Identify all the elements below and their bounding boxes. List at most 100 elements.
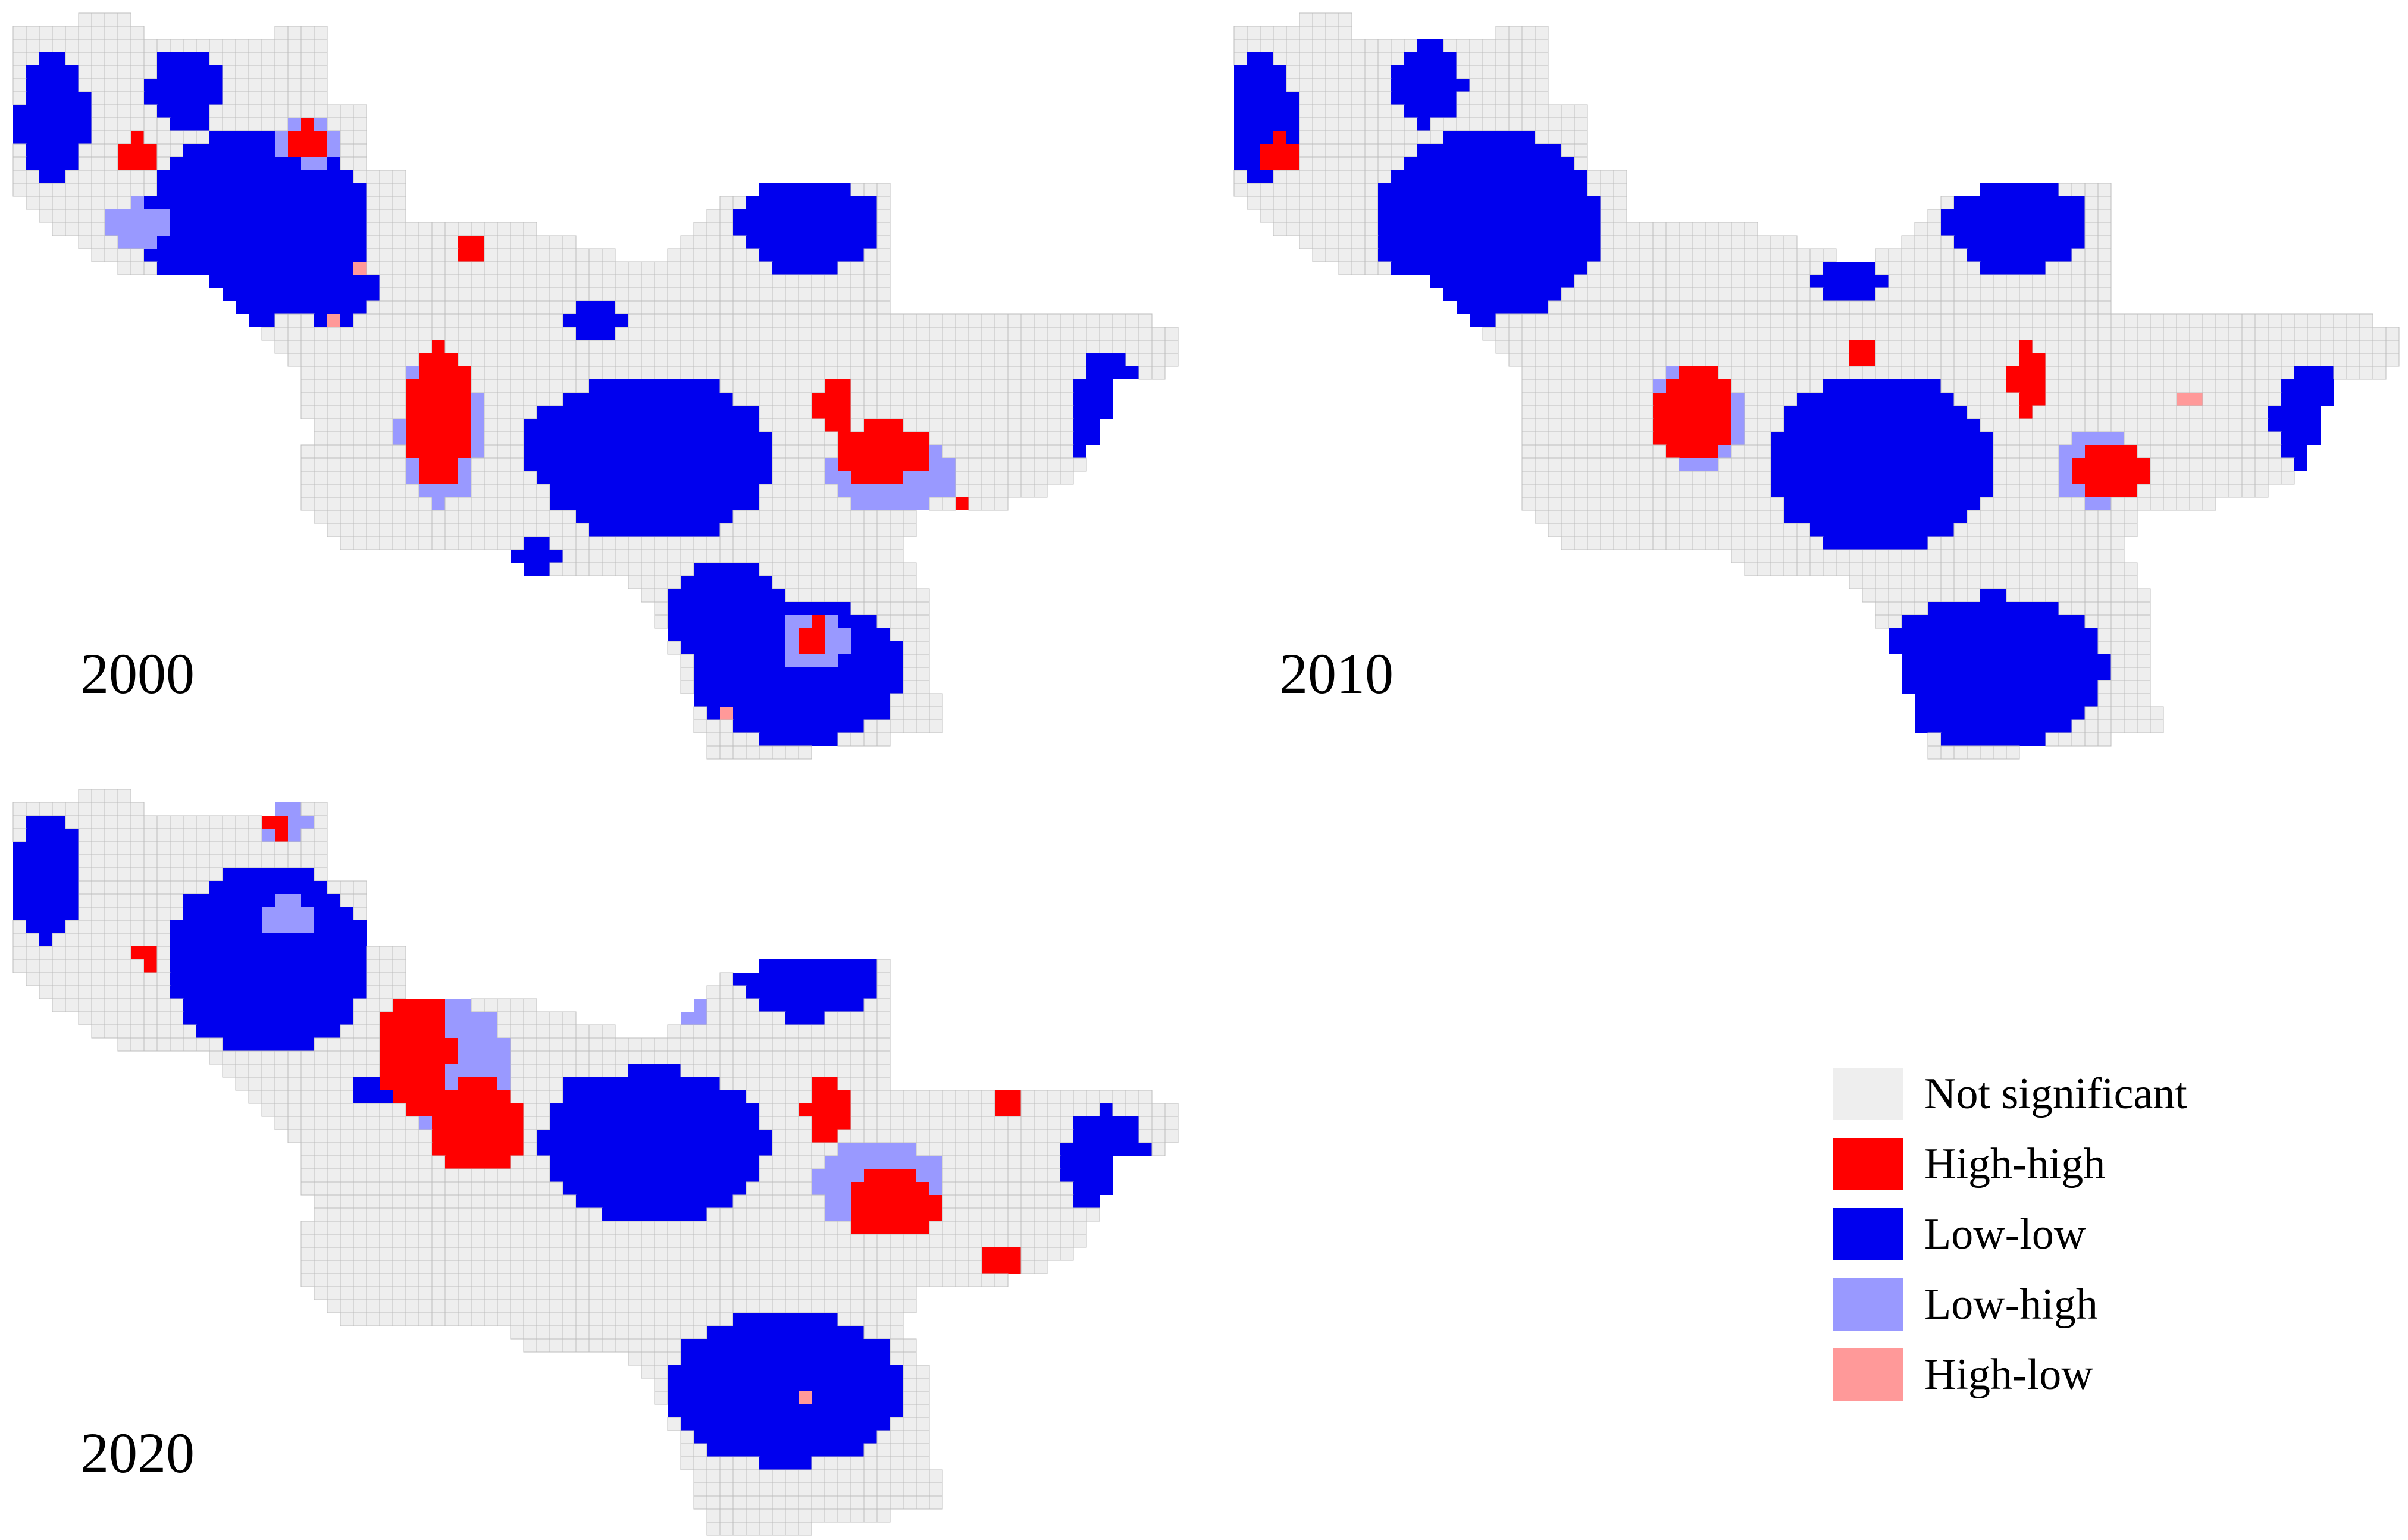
grid-cell-high-high [2137, 471, 2150, 484]
grid-cell-low-low [1967, 236, 1980, 249]
grid-cell-low-low [1954, 615, 1967, 628]
grid-cell-low-low [785, 602, 799, 615]
grid-cell-not-significant [968, 405, 982, 419]
grid-cell-not-significant [2006, 418, 2020, 432]
grid-cell-not-significant [1940, 549, 1955, 563]
grid-cell-not-significant [104, 65, 118, 79]
grid-cell-not-significant [772, 523, 786, 537]
grid-cell-high-high [2019, 353, 2033, 366]
grid-cell-not-significant [654, 287, 668, 302]
grid-cell-not-significant [1639, 248, 1654, 262]
grid-cell-not-significant [523, 497, 537, 511]
grid-cell-low-low [1535, 275, 1548, 288]
grid-cell-high-low [720, 707, 733, 720]
grid-cell-low-low [2019, 667, 2033, 680]
grid-cell-low-high [2111, 432, 2124, 445]
grid-cell-not-significant [562, 287, 577, 302]
grid-cell-not-significant [955, 313, 969, 328]
grid-cell-not-significant [1600, 392, 1614, 406]
grid-cell-low-low [1247, 170, 1260, 183]
grid-cell-not-significant [1836, 313, 1850, 328]
grid-cell-not-significant [641, 562, 655, 576]
grid-cell-low-low [2281, 406, 2294, 419]
grid-cell-low-low [1967, 641, 1980, 654]
grid-cell-not-significant [39, 196, 53, 210]
grid-cell-low-low [157, 170, 170, 183]
grid-cell-not-significant [444, 287, 459, 302]
grid-cell-low-low [1954, 628, 1967, 641]
grid-cell-low-low [223, 131, 236, 144]
grid-cell-not-significant [1665, 287, 1680, 302]
grid-cell-low-low [812, 694, 825, 707]
grid-cell-low-low [602, 314, 615, 327]
grid-cell-not-significant [1836, 366, 1850, 380]
grid-cell-low-low [550, 484, 563, 497]
grid-cell-not-significant [536, 392, 550, 406]
grid-cell-not-significant [837, 523, 851, 537]
grid-cell-low-low [1915, 497, 1928, 510]
grid-cell-not-significant [1744, 313, 1758, 328]
grid-cell-not-significant [785, 392, 799, 406]
grid-cell-low-high [131, 222, 144, 236]
grid-cell-not-significant [471, 353, 485, 367]
grid-cell-low-low [223, 249, 236, 262]
grid-cell-high-high [2098, 471, 2111, 484]
grid-cell-not-significant [1652, 457, 1667, 472]
grid-cell-not-significant [850, 183, 865, 197]
grid-cell-low-low [628, 484, 641, 497]
grid-cell-not-significant [1073, 366, 1087, 380]
grid-cell-low-low [249, 301, 262, 314]
grid-cell-not-significant [1574, 418, 1588, 432]
grid-cell-not-significant [353, 457, 367, 472]
grid-cell-low-high [301, 920, 314, 933]
grid-cell-low-low [1875, 275, 1889, 288]
grid-cell-not-significant [248, 841, 262, 855]
grid-cell-not-significant [772, 287, 786, 302]
grid-cell-low-low [2006, 602, 2019, 615]
grid-cell-low-low [2019, 733, 2033, 746]
grid-cell-high-high [406, 419, 419, 432]
grid-cell-not-significant [392, 946, 406, 960]
grid-cell-low-low [694, 458, 707, 471]
grid-cell-not-significant [1639, 405, 1654, 419]
grid-cell-not-significant [2110, 654, 2125, 668]
grid-cell-low-low [720, 615, 733, 628]
grid-cell-not-significant [1809, 536, 1824, 550]
grid-cell-low-low [26, 881, 39, 894]
grid-cell-not-significant [2268, 444, 2282, 459]
grid-cell-not-significant [2137, 706, 2151, 720]
grid-cell-not-significant [392, 235, 406, 249]
grid-cell-low-low [825, 209, 838, 222]
grid-cell-low-low [1889, 641, 1902, 654]
grid-cell-not-significant [536, 248, 550, 262]
grid-cell-low-low [838, 209, 851, 222]
grid-cell-low-high [118, 209, 131, 222]
grid-cell-not-significant [314, 39, 328, 53]
grid-cell-not-significant [1600, 248, 1614, 262]
grid-cell-not-significant [850, 601, 865, 616]
grid-cell-not-significant [641, 287, 655, 302]
grid-cell-not-significant [1927, 222, 1942, 236]
grid-cell-low-low [1234, 157, 1247, 170]
grid-cell-low-high [942, 471, 956, 484]
grid-cell-not-significant [2097, 601, 2112, 616]
grid-cell-not-significant [1875, 340, 1889, 354]
grid-cell-not-significant [549, 235, 563, 249]
grid-cell-low-low [144, 249, 157, 262]
grid-cell-not-significant [353, 1024, 367, 1039]
grid-cell-not-significant [340, 340, 354, 354]
grid-cell-not-significant [2281, 340, 2295, 354]
grid-cell-low-low [1483, 183, 1496, 196]
grid-cell-low-high [2059, 471, 2072, 484]
grid-cell-not-significant [837, 536, 851, 550]
grid-cell-not-significant [1325, 143, 1339, 158]
grid-cell-not-significant [1613, 327, 1627, 341]
grid-cell-not-significant [955, 471, 969, 485]
grid-cell-not-significant [1535, 117, 1549, 131]
grid-cell-not-significant [117, 1037, 131, 1052]
grid-cell-not-significant [746, 366, 760, 380]
grid-cell-low-low [864, 209, 877, 222]
grid-cell-not-significant [837, 274, 851, 288]
grid-cell-not-significant [1007, 353, 1022, 367]
grid-cell-not-significant [1587, 340, 1601, 354]
